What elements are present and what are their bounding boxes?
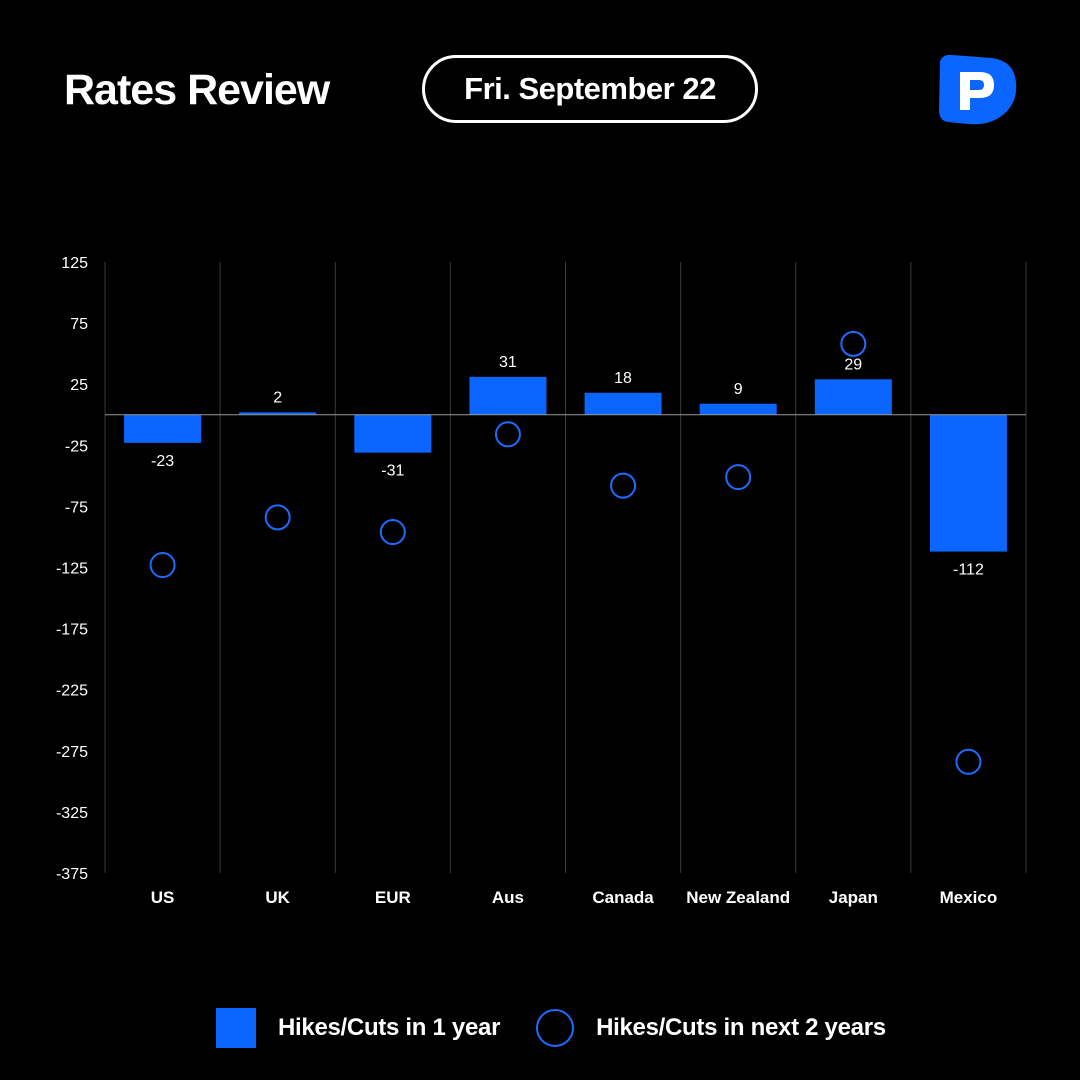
chart-legend: Hikes/Cuts in 1 year Hikes/Cuts in next … <box>216 1006 886 1050</box>
legend-marker-label: Hikes/Cuts in next 2 years <box>596 1014 886 1041</box>
bar <box>239 412 317 415</box>
category-label: Canada <box>592 888 654 907</box>
legend-marker-swatch <box>536 1009 575 1047</box>
legend-bar-swatch <box>216 1008 256 1048</box>
bar <box>699 403 777 415</box>
category-label: Mexico <box>940 888 998 907</box>
category-label: EUR <box>375 888 411 907</box>
bar-data-label: 2 <box>273 389 282 406</box>
bar <box>929 414 1007 552</box>
y-tick-label: -25 <box>65 438 88 455</box>
page-title: Rates Review <box>64 66 330 114</box>
marker-point <box>149 552 176 579</box>
y-tick-label: -325 <box>56 805 88 822</box>
bar-data-label: -23 <box>151 453 174 470</box>
bar <box>814 379 892 415</box>
marker-point <box>494 421 521 448</box>
y-tick-label: -175 <box>56 622 88 639</box>
category-label: UK <box>265 888 290 907</box>
marker-point <box>264 504 291 531</box>
bar <box>469 376 547 415</box>
bar-data-label: 29 <box>844 356 862 373</box>
y-tick-label: -275 <box>56 744 88 761</box>
bar <box>124 414 202 443</box>
marker-point <box>725 464 752 491</box>
marker-point <box>610 472 637 499</box>
bar <box>354 414 432 453</box>
marker-point <box>840 330 867 357</box>
category-label: Japan <box>829 888 878 907</box>
y-tick-label: -225 <box>56 683 88 700</box>
bar-data-label: 18 <box>614 370 632 387</box>
y-tick-label: 25 <box>70 377 88 394</box>
rates-chart: 125 75 25 -25 -75 -125 -175 -225 -275 -325 -375 -23… <box>56 255 1027 907</box>
y-tick-label: 75 <box>70 316 88 333</box>
bar-data-label: 9 <box>734 381 743 398</box>
marker-point <box>955 748 982 775</box>
y-tick-label: 125 <box>61 255 88 272</box>
date-text: Fri. September 22 <box>464 71 716 106</box>
bar-data-label: -31 <box>381 463 404 480</box>
y-tick-label: -125 <box>56 561 88 578</box>
marker-point <box>379 519 406 546</box>
legend-item-markers: Hikes/Cuts in next 2 years <box>500 1009 886 1047</box>
legend-bar-label: Hikes/Cuts in 1 year <box>278 1014 501 1041</box>
category-label: Aus <box>492 888 524 907</box>
y-tick-label: -75 <box>65 499 88 516</box>
category-label: New Zealand <box>686 888 790 907</box>
bar-data-label: -112 <box>953 562 984 579</box>
bar <box>584 392 662 415</box>
pepperstone-p-logo-icon <box>939 54 1017 125</box>
category-label: US <box>151 888 175 907</box>
date-badge: Fri. September 22 <box>422 55 758 123</box>
legend-item-bars: Hikes/Cuts in 1 year <box>216 1008 500 1048</box>
y-tick-label: -375 <box>56 866 88 883</box>
bar-data-label: 31 <box>499 354 517 371</box>
